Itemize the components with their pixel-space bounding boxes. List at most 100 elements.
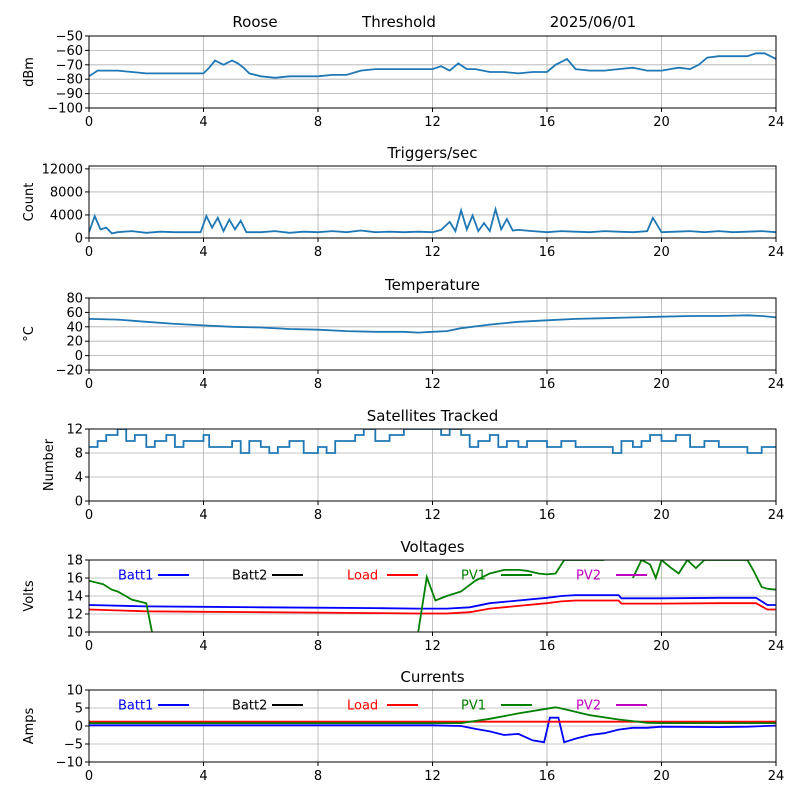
x-tick-label: 16 <box>539 245 556 260</box>
y-tick-label: 5 <box>75 702 83 717</box>
y-tick-label: 10 <box>66 684 83 699</box>
x-tick-label: 20 <box>653 769 670 784</box>
y-tick-label: −5 <box>64 738 83 753</box>
legend-label: PV1 <box>461 569 486 584</box>
chart-satellites: 0 4 8 12 16 20 24 0 4 8 12 Satellites Tracked Number <box>42 407 784 523</box>
x-tick-label: 4 <box>199 508 207 523</box>
y-axis-label: dBm <box>22 57 37 87</box>
series-line-batt1 <box>89 594 776 610</box>
x-tick-label: 24 <box>768 245 785 260</box>
x-tick-label: 12 <box>424 377 441 392</box>
y-tick-label: −50 <box>56 30 83 45</box>
x-tick-label: 16 <box>539 377 556 392</box>
chart-title: Triggers/sec <box>387 144 478 162</box>
y-tick-label: 18 <box>66 554 83 569</box>
y-tick-label: 12 <box>66 423 83 438</box>
x-tick-label: 4 <box>199 377 207 392</box>
x-tick-label: 16 <box>539 115 556 130</box>
x-tick-label: 0 <box>85 639 93 654</box>
y-tick-label: 8000 <box>50 185 83 200</box>
x-tick-label: 4 <box>199 639 207 654</box>
legend-label: PV2 <box>576 569 601 584</box>
x-tick-label: 20 <box>653 115 670 130</box>
x-tick-label: 0 <box>85 115 93 130</box>
x-tick-label: 4 <box>199 245 207 260</box>
y-tick-label: 12 <box>66 608 83 623</box>
y-tick-label: 4 <box>75 471 83 486</box>
y-tick-label: 0 <box>75 720 83 735</box>
chart-triggers: 0 4 8 12 16 20 24 0 4000 8000 12000 Triggers/sec Cou… <box>22 144 784 260</box>
series-line-pv1 <box>417 560 605 632</box>
y-tick-label: 0 <box>75 232 83 247</box>
y-tick-label: 60 <box>66 306 83 321</box>
legend-label: PV2 <box>576 699 601 714</box>
x-tick-label: 20 <box>653 639 670 654</box>
x-tick-label: 8 <box>314 115 322 130</box>
date-label: 2025/06/01 <box>550 13 636 31</box>
x-tick-label: 0 <box>85 377 93 392</box>
series-line-signal <box>89 52 776 79</box>
x-tick-label: 16 <box>539 769 556 784</box>
x-tick-label: 24 <box>768 769 785 784</box>
x-tick-label: 20 <box>653 245 670 260</box>
x-tick-label: 12 <box>424 115 441 130</box>
y-tick-label: 0 <box>75 349 83 364</box>
x-tick-label: 8 <box>314 639 322 654</box>
series-line-load <box>89 599 776 615</box>
series-line-pv1 <box>89 579 153 632</box>
y-tick-label: −90 <box>56 87 83 102</box>
y-axis-label: Count <box>22 183 37 222</box>
y-axis-label: °C <box>22 326 37 342</box>
series-line-satellites <box>89 429 776 454</box>
x-tick-label: 0 <box>85 245 93 260</box>
x-tick-label: 24 <box>768 639 785 654</box>
x-tick-label: 20 <box>653 508 670 523</box>
legend-label: Batt1 <box>118 569 153 584</box>
y-tick-label: 40 <box>66 320 83 335</box>
legend-label: Batt2 <box>232 569 267 584</box>
chart-title: Voltages <box>400 538 464 556</box>
chart-voltages: 0 4 8 12 16 20 24 10 12 14 16 18 Voltages Volts Batt1 B… <box>22 538 784 654</box>
y-tick-label: 0 <box>75 495 83 510</box>
y-tick-label: 80 <box>66 292 83 307</box>
x-tick-label: 8 <box>314 245 322 260</box>
x-tick-label: 12 <box>424 639 441 654</box>
legend-label: Batt2 <box>232 699 267 714</box>
x-tick-label: 24 <box>768 508 785 523</box>
x-tick-label: 4 <box>199 769 207 784</box>
x-tick-label: 8 <box>314 508 322 523</box>
chart-title: Currents <box>400 668 464 686</box>
x-tick-label: 24 <box>768 115 785 130</box>
y-axis-label: Volts <box>22 580 37 612</box>
x-tick-label: 12 <box>424 769 441 784</box>
x-tick-label: 0 <box>85 769 93 784</box>
chart-title: Satellites Tracked <box>367 407 498 425</box>
y-tick-label: −60 <box>56 44 83 59</box>
y-tick-label: 20 <box>66 335 83 350</box>
y-tick-label: 8 <box>75 447 83 462</box>
legend-label: Load <box>347 569 378 584</box>
y-axis-label: Number <box>42 438 57 491</box>
x-tick-label: 24 <box>768 377 785 392</box>
station-name: Roose <box>232 13 277 31</box>
chart-currents: 0 4 8 12 16 20 24 −10 −5 0 5 10 Currents Amps Batt1 Bat… <box>22 668 784 784</box>
legend-label: PV1 <box>461 699 486 714</box>
series-line-batt1 <box>89 716 776 744</box>
x-tick-label: 8 <box>314 377 322 392</box>
chart-title: Temperature <box>384 276 480 294</box>
x-tick-label: 16 <box>539 508 556 523</box>
series-line-triggers <box>89 205 776 235</box>
x-tick-label: 8 <box>314 769 322 784</box>
legend-label: Batt1 <box>118 699 153 714</box>
x-tick-label: 0 <box>85 508 93 523</box>
legend-label: Load <box>347 699 378 714</box>
y-tick-label: −80 <box>56 73 83 88</box>
x-tick-label: 12 <box>424 508 441 523</box>
x-tick-label: 20 <box>653 377 670 392</box>
y-tick-label: −70 <box>56 58 83 73</box>
y-tick-label: 16 <box>66 572 83 587</box>
x-tick-label: 12 <box>424 245 441 260</box>
mode-label: Threshold <box>361 13 436 31</box>
